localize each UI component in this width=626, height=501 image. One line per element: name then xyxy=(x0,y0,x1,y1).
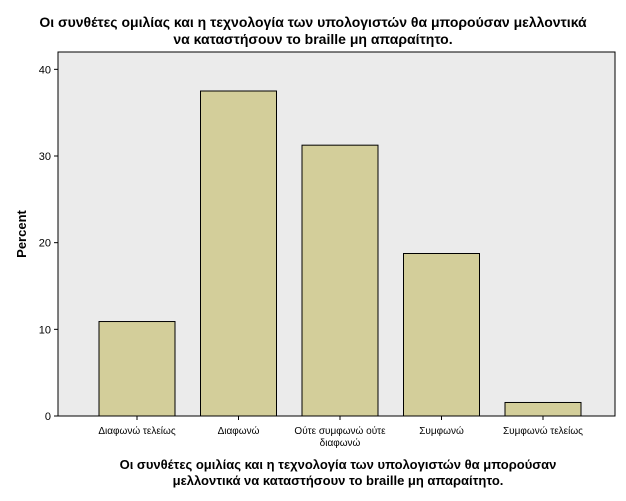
x-tick-label: διαφωνώ xyxy=(320,437,361,449)
bar xyxy=(200,90,277,417)
bar xyxy=(301,144,379,417)
y-tick-label: 10 xyxy=(39,324,51,336)
x-tick-label: Διαφωνώ xyxy=(218,425,260,437)
y-tick-label: 30 xyxy=(39,151,51,163)
bar xyxy=(98,321,176,417)
x-axis-label-line-2: μελλοντικά να καταστήσουν το braille μη … xyxy=(173,473,504,488)
x-tick-label: Συμφωνώ xyxy=(419,425,464,437)
y-tick-label: 0 xyxy=(45,411,51,423)
y-tick-label: 40 xyxy=(39,64,51,76)
y-axis: 0 10 20 30 40 xyxy=(39,64,58,423)
y-tick-label: 20 xyxy=(39,238,51,250)
bar xyxy=(504,401,582,417)
x-tick-label: Διαφωνώ τελείως xyxy=(98,425,175,437)
x-axis-label-line-1: Οι συνθέτες ομιλίας και η τεχνολογία των… xyxy=(120,457,557,472)
chart-title-line-1: Οι συνθέτες ομιλίας και η τεχνολογία των… xyxy=(39,14,587,30)
x-tick-label: Συμφωνώ τελείως xyxy=(503,425,583,437)
bar xyxy=(403,253,480,417)
x-tick-label: Ούτε συμφωνώ ούτε xyxy=(294,425,386,437)
x-axis: Διαφωνώ τελείως Διαφωνώ Ούτε συμφωνώ ούτεδ… xyxy=(98,416,583,449)
bars-group xyxy=(98,90,582,417)
chart-title-line-2: να καταστήσουν το braille μη απαραίτητο. xyxy=(173,31,452,47)
y-axis-label: Percent xyxy=(14,209,29,257)
